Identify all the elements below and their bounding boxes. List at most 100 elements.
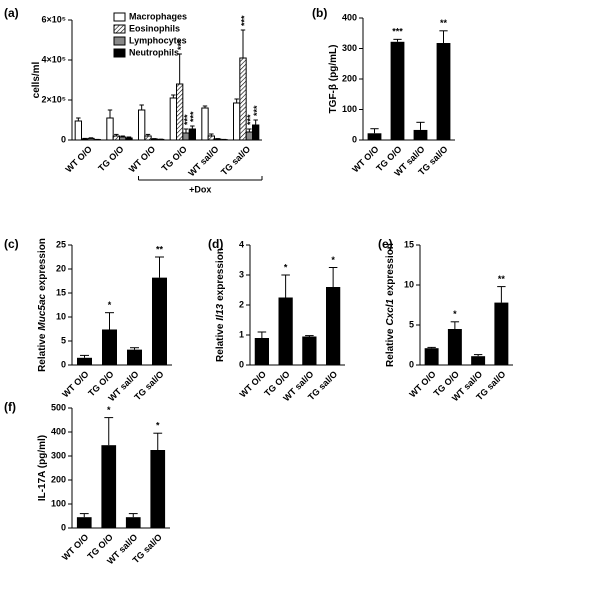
- significance-label: ***: [182, 114, 192, 125]
- y-tick-label: 15: [56, 287, 66, 297]
- y-tick-label: 20: [56, 263, 66, 273]
- bar: [471, 356, 486, 365]
- y-tick-label: 100: [342, 104, 357, 114]
- significance-label: ***: [392, 27, 403, 37]
- y-tick-label: 0: [61, 522, 66, 532]
- y-axis-label-part: TGF-β (pg/mL): [328, 45, 339, 114]
- significance-label: *: [331, 255, 335, 265]
- y-tick-label: 300: [342, 43, 357, 53]
- legend-label: Eosinophils: [129, 23, 180, 33]
- y-tick-label: 3: [239, 269, 244, 279]
- legend-swatch: [113, 12, 126, 22]
- x-tick-label: WT O/O: [238, 369, 268, 399]
- bar: [169, 97, 178, 141]
- y-axis-label-part: cells/ml: [31, 61, 42, 98]
- significance-label: *: [284, 262, 288, 272]
- bar: [436, 43, 451, 141]
- y-axis-label-part: expression: [385, 243, 396, 296]
- legend-label: Macrophages: [129, 11, 187, 21]
- y-tick-label: 0: [352, 134, 357, 144]
- legend-swatch: [113, 24, 126, 34]
- panel-label: (c): [4, 237, 19, 251]
- y-tick-label: 4×10⁵: [42, 54, 67, 64]
- x-tick-label: WT O/O: [64, 144, 94, 174]
- bar: [102, 329, 117, 365]
- significance-label: **: [156, 244, 164, 254]
- bar: [182, 132, 190, 141]
- bar: [119, 136, 127, 141]
- bar: [494, 302, 509, 365]
- bar: [152, 277, 167, 365]
- significance-label: *: [156, 421, 160, 431]
- y-axis-label-part: IL-17A (pg/ml): [37, 435, 48, 501]
- bar: [125, 137, 133, 141]
- x-tick-label: WT O/O: [350, 144, 380, 174]
- significance-label: ***: [246, 114, 256, 125]
- y-tick-label: 400: [342, 12, 357, 22]
- bar: [101, 445, 117, 528]
- significance-label: *: [108, 300, 112, 310]
- bar: [278, 297, 293, 365]
- significance-label: *: [453, 309, 457, 319]
- y-tick-label: 200: [342, 73, 357, 83]
- bar: [326, 287, 341, 365]
- significance-label: **: [498, 274, 506, 284]
- y-axis-label-part: expression: [215, 248, 226, 301]
- legend-swatch: [113, 48, 126, 58]
- y-tick-label: 15: [404, 239, 414, 249]
- panel-label: (a): [4, 6, 19, 20]
- panel-label: (e): [378, 237, 393, 251]
- y-axis-label-part: Relative: [385, 328, 396, 367]
- bar: [77, 357, 92, 365]
- y-tick-label: 4: [239, 239, 244, 249]
- y-axis-label: Relative Muc5ac expression: [37, 238, 48, 372]
- bracket-label: +Dox: [189, 184, 211, 194]
- bar: [144, 135, 152, 141]
- significance-label: ***: [252, 105, 262, 116]
- y-tick-label: 6×10⁵: [42, 14, 67, 24]
- x-tick-label: WT sal/O: [186, 144, 220, 178]
- bar: [302, 336, 317, 365]
- y-tick-label: 500: [51, 402, 66, 412]
- x-tick-label: TG O/O: [160, 144, 189, 173]
- x-tick-label: WT O/O: [407, 369, 437, 399]
- y-axis-label: Relative Il13 expression: [215, 248, 226, 362]
- significance-label: ***: [176, 39, 186, 50]
- y-tick-label: 400: [51, 426, 66, 436]
- legend-swatch: [113, 36, 126, 46]
- x-tick-label: WT O/O: [60, 532, 90, 562]
- y-tick-label: 0: [239, 359, 244, 369]
- bar: [112, 135, 120, 141]
- significance-label: ***: [239, 15, 249, 26]
- bar: [127, 349, 142, 365]
- y-axis-label-part: Relative: [37, 333, 48, 372]
- bar: [254, 338, 269, 365]
- bar: [214, 138, 222, 141]
- bar: [390, 41, 405, 140]
- y-tick-label: 0: [409, 359, 414, 369]
- y-tick-label: 25: [56, 239, 66, 249]
- bar: [176, 83, 184, 141]
- y-axis-label-part: Il13: [215, 303, 226, 320]
- bar: [424, 348, 439, 365]
- bar: [150, 450, 166, 528]
- y-axis-label: IL-17A (pg/ml): [37, 435, 48, 501]
- y-tick-label: 1: [239, 329, 244, 339]
- legend-label: Lymphocytes: [129, 35, 187, 45]
- bar: [447, 329, 462, 365]
- bar: [239, 57, 247, 141]
- bar: [125, 517, 141, 528]
- y-tick-label: 2: [239, 299, 244, 309]
- bar: [201, 107, 209, 141]
- x-tick-label: TG sal/O: [219, 144, 252, 177]
- bar: [106, 117, 114, 141]
- y-tick-label: 0: [61, 134, 66, 144]
- panel-label: (f): [4, 400, 16, 414]
- significance-label: *: [107, 405, 111, 415]
- bar: [138, 109, 146, 141]
- significance-label: **: [440, 18, 448, 28]
- y-tick-label: 10: [404, 279, 414, 289]
- x-tick-label: WT O/O: [127, 144, 157, 174]
- bar: [87, 137, 95, 141]
